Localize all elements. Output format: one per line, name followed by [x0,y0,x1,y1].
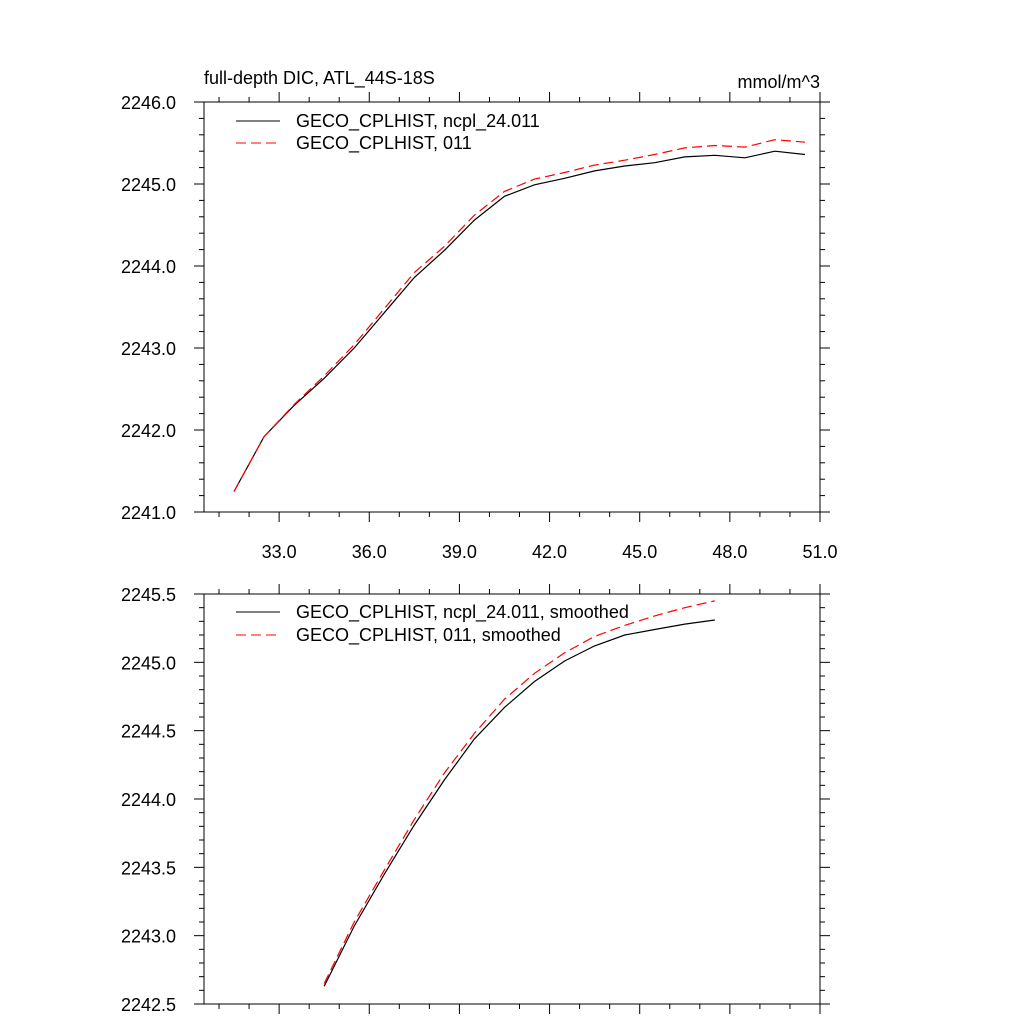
top-panel: full-depth DIC, ATL_44S-18S mmol/m^3 33.… [121,68,838,562]
top-x-tick-label: 33.0 [262,542,297,562]
top-y-tick-label: 2244.0 [121,257,176,277]
top-x-tick-label: 51.0 [802,542,837,562]
top-x-tick-label: 45.0 [622,542,657,562]
bottom-legend-label-0: GECO_CPLHIST, ncpl_24.011, smoothed [296,602,629,623]
bottom-y-tick-label: 2245.0 [121,653,176,673]
bottom-y-tick-label: 2244.5 [121,722,176,742]
top-x-tick-label: 42.0 [532,542,567,562]
top-y-tick-label: 2242.0 [121,421,176,441]
top-series-line-1 [233,139,806,492]
bottom-plot-frame [203,593,821,1005]
top-series-layer [233,139,806,492]
top-y-tick-label: 2245.0 [121,175,176,195]
top-x-tick-label: 36.0 [352,542,387,562]
top-y-tick-label: 2246.0 [121,93,176,113]
top-series-line-0 [233,150,806,492]
top-legend: GECO_CPLHIST, ncpl_24.011 GECO_CPLHIST, … [236,111,540,154]
top-legend-label-0: GECO_CPLHIST, ncpl_24.011 [296,111,540,132]
bottom-y-tick-label: 2242.5 [121,995,176,1015]
bottom-series-line-1 [323,600,715,984]
bottom-ticks: 2242.5 2243.0 2243.5 2244.0 2244.5 2245.0 2245… [121,584,830,1015]
top-plot-frame [203,101,821,513]
top-panel-units: mmol/m^3 [738,72,820,92]
bottom-series-line-0 [323,619,715,987]
bottom-legend-label-1: GECO_CPLHIST, 011, smoothed [296,625,561,646]
top-x-tick-label: 48.0 [712,542,747,562]
top-ticks: 33.0 36.0 39.0 42.0 45.0 48.0 51.0 2241.0 2242.0… [121,92,838,562]
bottom-y-tick-label: 2243.0 [121,927,176,947]
bottom-y-tick-label: 2243.5 [121,858,176,878]
top-y-tick-label: 2243.0 [121,339,176,359]
bottom-y-tick-label: 2244.0 [121,790,176,810]
top-panel-title: full-depth DIC, ATL_44S-18S [204,68,435,89]
top-y-tick-label: 2241.0 [121,503,176,523]
bottom-y-tick-label: 2245.5 [121,585,176,605]
top-x-tick-label: 39.0 [442,542,477,562]
bottom-legend: GECO_CPLHIST, ncpl_24.011, smoothed GECO… [236,602,629,646]
top-legend-label-1: GECO_CPLHIST, 011 [296,133,472,154]
bottom-series-layer [323,600,715,987]
bottom-panel: 2242.5 2243.0 2243.5 2244.0 2244.5 2245.0 2245… [121,584,830,1015]
